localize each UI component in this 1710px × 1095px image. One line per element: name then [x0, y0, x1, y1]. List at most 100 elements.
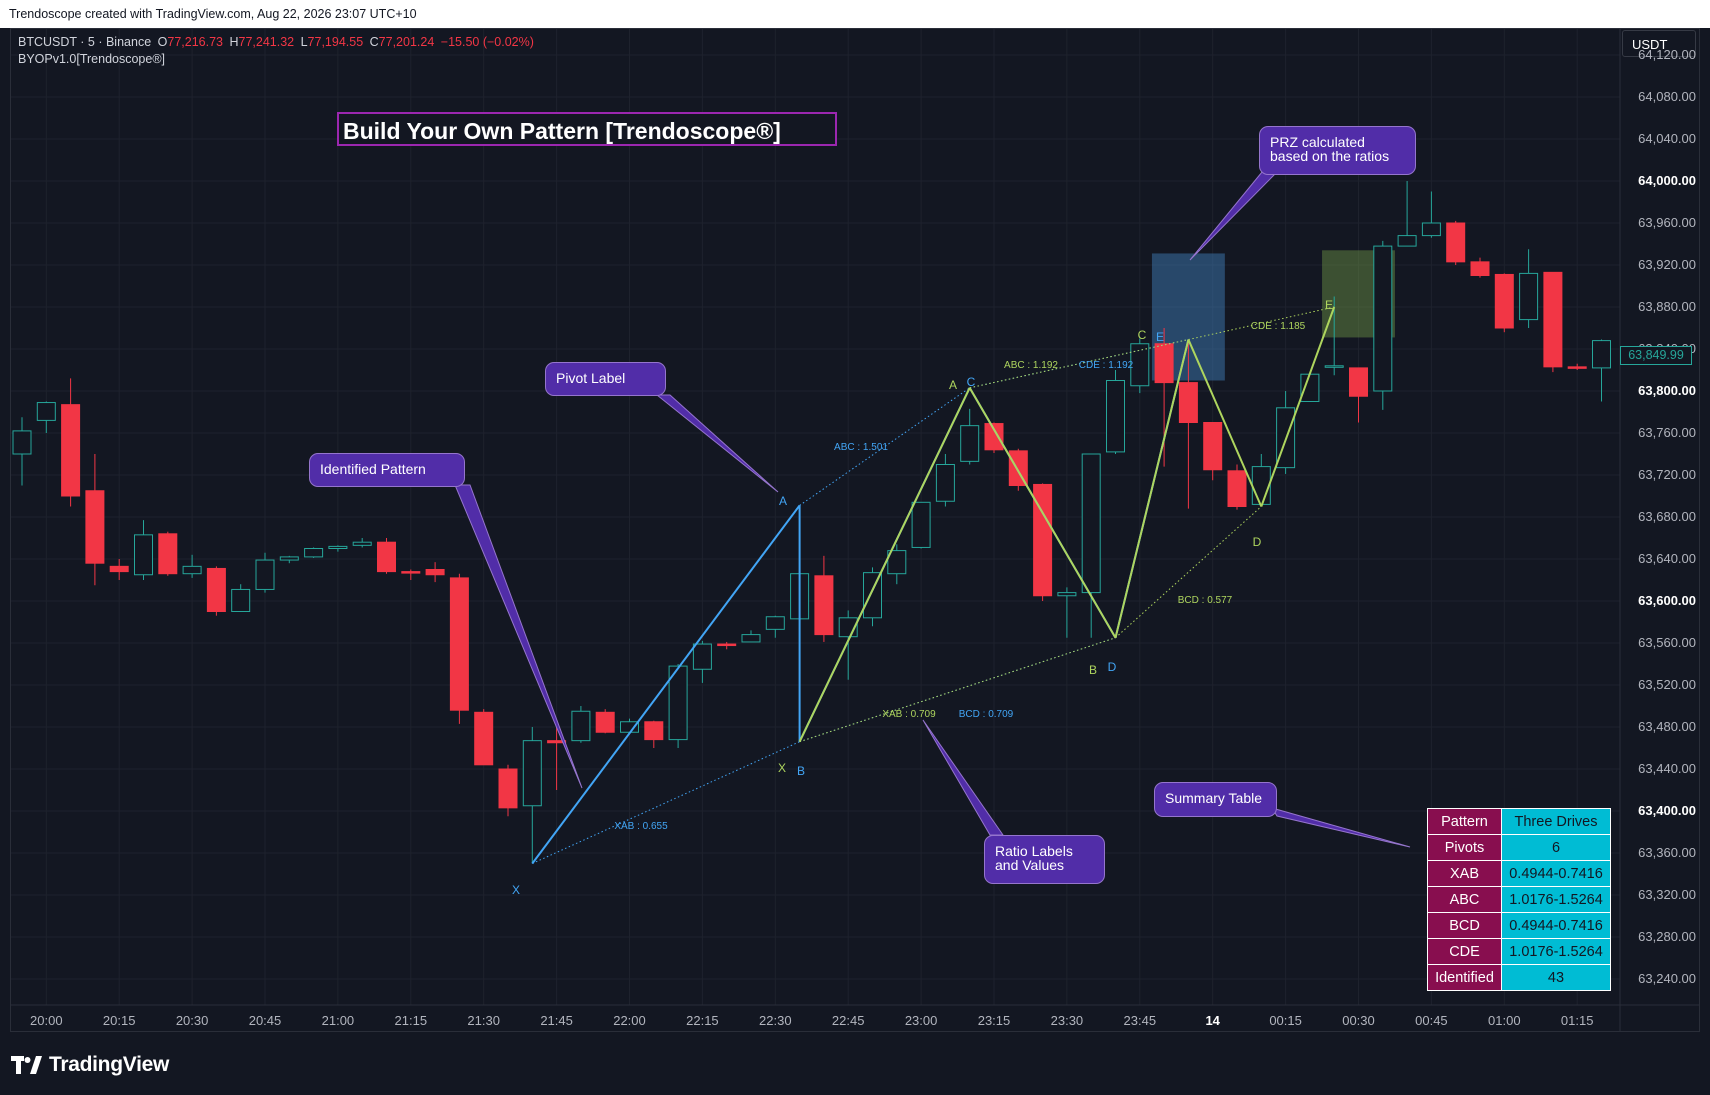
candle — [741, 630, 761, 643]
candle-body — [377, 541, 396, 573]
candle — [1494, 273, 1514, 333]
price-tick-label: 63,400.00 — [1638, 803, 1696, 818]
candle — [279, 555, 299, 564]
candle — [401, 569, 421, 580]
pattern-leg — [968, 387, 1117, 639]
candle — [1470, 257, 1490, 278]
time-tick-label: 01:15 — [1560, 1013, 1594, 1028]
ratio-label-xab: XAB : 0.709 — [882, 709, 936, 720]
price-tick-label: 64,040.00 — [1638, 131, 1696, 146]
callout-prz-line2: based on the ratios — [1270, 148, 1390, 164]
indicator-name[interactable]: BYOPv1.0[Trendoscope®] — [18, 52, 166, 66]
price-tick-label: 63,720.00 — [1638, 467, 1696, 482]
pivot-label-b: B — [797, 764, 805, 778]
candle-body — [474, 711, 494, 766]
candle — [425, 562, 445, 583]
price-tick-label: 63,240.00 — [1638, 971, 1696, 986]
price-tick-label: 63,440.00 — [1638, 761, 1696, 776]
candle-body — [182, 565, 202, 575]
candle-body — [1033, 483, 1053, 597]
chart-frame[interactable] — [10, 28, 1700, 1032]
candle — [61, 378, 81, 507]
candle — [255, 552, 275, 593]
candle-body — [12, 430, 32, 455]
candle-body — [231, 588, 251, 613]
price-tick-label: 63,640.00 — [1638, 551, 1696, 566]
candle — [182, 554, 202, 578]
time-tick-label: 20:15 — [102, 1013, 136, 1028]
price-tick-label: 63,280.00 — [1638, 929, 1696, 944]
callout-tails — [454, 171, 1411, 848]
candle — [814, 555, 834, 642]
ratio-line-abc — [799, 387, 970, 506]
candle-body — [401, 571, 421, 574]
brand-name: TradingView — [49, 1053, 170, 1076]
candle-body — [1227, 470, 1247, 507]
candle — [1543, 271, 1563, 373]
callout-summary-table-text: Summary Table — [1165, 790, 1263, 806]
summary-row: BCD 0.4944-0.7416 — [1427, 912, 1611, 939]
candle — [1592, 339, 1611, 402]
candle-body — [1154, 343, 1174, 384]
candle-body — [1421, 222, 1441, 237]
summary-value: 6 — [1501, 834, 1611, 861]
price-tick-label: 63,560.00 — [1638, 635, 1696, 650]
callout-identified-pattern: Identified Pattern — [309, 453, 465, 487]
candle — [449, 573, 469, 724]
candle — [498, 764, 518, 817]
callout-ratio-line2: and Values — [995, 857, 1065, 873]
candle — [1178, 340, 1198, 509]
candle-body — [1130, 343, 1150, 387]
candle-body — [863, 572, 882, 619]
candle — [377, 538, 396, 574]
legend-symbol[interactable]: BTCUSDT · 5 · Binance — [18, 35, 152, 49]
summary-row: ABC 1.0176-1.5264 — [1427, 886, 1611, 913]
ratio-label-xab: XAB : 0.655 — [614, 821, 668, 832]
summary-key: XAB — [1427, 860, 1502, 887]
currency-button[interactable]: USDT — [1622, 30, 1696, 57]
candle-body — [668, 665, 688, 741]
time-tick-label: 20:45 — [248, 1013, 282, 1028]
ratio-line-bcd — [1115, 506, 1262, 639]
candle-body — [158, 533, 178, 575]
pivot-label-a: A — [949, 378, 957, 392]
candle — [1519, 249, 1539, 328]
candle — [960, 408, 980, 465]
candle-body — [61, 404, 81, 497]
candle — [352, 538, 372, 548]
ratio-label-cde: CDE : 1.192 — [1079, 360, 1134, 371]
pivot-label-c: C — [967, 375, 976, 389]
tradingview-brand[interactable]: TradingView — [11, 1053, 169, 1077]
ratio-line-abc — [969, 339, 1189, 389]
legend-indicator[interactable]: BYOPv1.0[Trendoscope®] — [18, 52, 168, 66]
time-tick-label: 23:30 — [1050, 1013, 1084, 1028]
pivot-label-e: E — [1325, 298, 1333, 312]
time-tick-label: 21:45 — [540, 1013, 573, 1028]
candle — [85, 454, 105, 586]
candle — [838, 610, 858, 680]
candle-body — [765, 616, 785, 630]
legend-change: −15.50 (−0.02%) — [440, 35, 534, 49]
candle-body — [1081, 453, 1101, 594]
candle — [1154, 328, 1174, 467]
candle — [36, 401, 56, 433]
legend-l-value: 77,194.55 — [307, 35, 364, 49]
candle-body — [279, 556, 299, 561]
tradingview-logo-icon — [11, 1056, 43, 1074]
candle — [12, 417, 32, 486]
price-tick-label: 63,880.00 — [1638, 299, 1696, 314]
ratio-label-bcd: BCD : 0.709 — [959, 709, 1014, 720]
time-tick-label: 22:30 — [759, 1013, 792, 1028]
candle-body — [547, 740, 567, 744]
candle — [1373, 240, 1393, 410]
summary-key: CDE — [1427, 938, 1502, 965]
price-tick-label: 63,480.00 — [1638, 719, 1696, 734]
candle — [1057, 587, 1077, 638]
candle-body — [692, 643, 712, 670]
candle — [547, 725, 567, 790]
callout-pivot-label-text: Pivot Label — [556, 370, 626, 386]
candle-body — [206, 567, 226, 613]
price-tick-label: 63,960.00 — [1638, 215, 1696, 230]
candle — [1130, 338, 1150, 394]
